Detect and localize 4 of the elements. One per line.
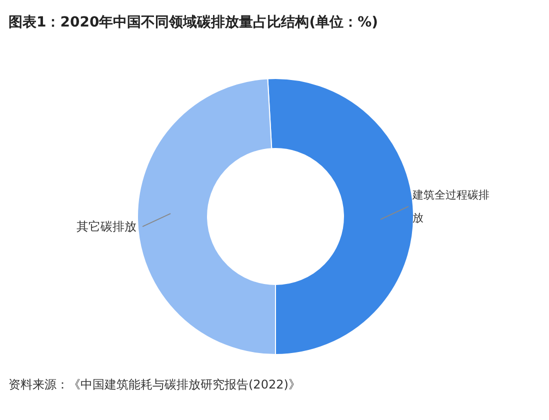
slice-label: 其它碳排放: [76, 220, 137, 234]
chart-title: 图表1：2020年中国不同领域碳排放量占比结构(单位：%): [8, 14, 378, 30]
text: 资料来源：《中国建筑能耗与碳排放研究报告(2022)》: [8, 378, 300, 392]
slice-label: 建筑全过程碳排放: [411, 188, 490, 225]
